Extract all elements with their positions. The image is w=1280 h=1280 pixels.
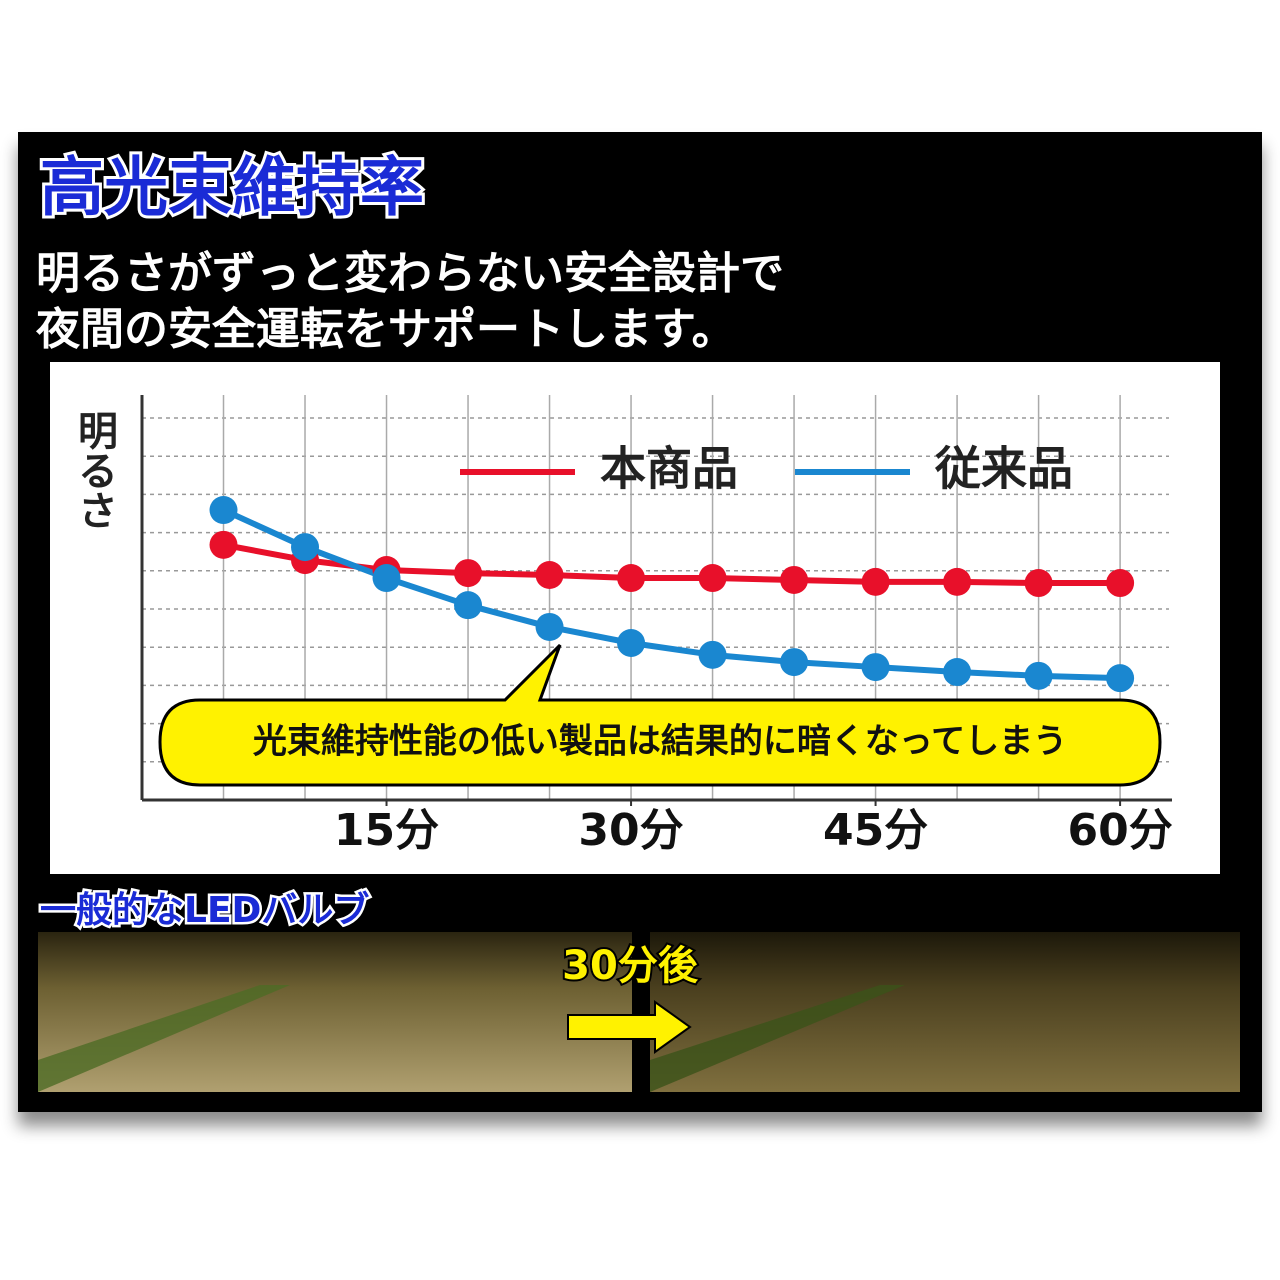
x-tick-label: 60分 bbox=[1067, 805, 1172, 856]
grass bbox=[650, 985, 905, 1092]
point bbox=[861, 653, 890, 682]
point bbox=[1106, 664, 1135, 693]
photo-annotation: 30分後 bbox=[562, 943, 699, 989]
subtitle: 明るさがずっと変わらない安全設計で bbox=[36, 248, 784, 299]
point bbox=[1106, 569, 1135, 598]
point bbox=[535, 612, 564, 641]
point bbox=[372, 564, 401, 593]
point bbox=[861, 567, 890, 596]
grass bbox=[38, 985, 290, 1092]
y-axis-label: 明るさ bbox=[71, 410, 117, 530]
point bbox=[209, 496, 238, 525]
x-tick-label: 15分 bbox=[334, 805, 439, 856]
point bbox=[454, 559, 483, 588]
point bbox=[780, 648, 809, 677]
callout-text: 光束維持性能の低い製品は結果的に暗くなってしまう bbox=[253, 722, 1067, 762]
point bbox=[780, 565, 809, 594]
point bbox=[209, 530, 238, 559]
point bbox=[698, 564, 727, 593]
subtitle: 夜間の安全運転をサポートします。 bbox=[35, 304, 736, 355]
x-tick-label: 45分 bbox=[823, 805, 928, 856]
title: 高光束維持率 bbox=[40, 152, 424, 226]
legend-label: 従来品 bbox=[934, 442, 1073, 496]
point bbox=[943, 658, 972, 687]
legend-label: 本商品 bbox=[600, 442, 738, 496]
photo-after bbox=[650, 932, 1240, 1092]
point bbox=[291, 533, 320, 562]
point bbox=[943, 567, 972, 596]
point bbox=[535, 561, 564, 590]
point bbox=[1024, 661, 1053, 690]
callout bbox=[158, 643, 1162, 787]
point bbox=[1024, 569, 1053, 598]
photo-before bbox=[38, 932, 632, 1092]
photo-caption: 一般的なLEDバルブ bbox=[40, 889, 369, 931]
x-tick-label: 30分 bbox=[578, 805, 683, 856]
point bbox=[617, 628, 646, 657]
point bbox=[454, 591, 483, 620]
point bbox=[698, 640, 727, 669]
point bbox=[617, 564, 646, 593]
arrow bbox=[567, 1000, 692, 1054]
chart-area bbox=[50, 362, 1220, 874]
